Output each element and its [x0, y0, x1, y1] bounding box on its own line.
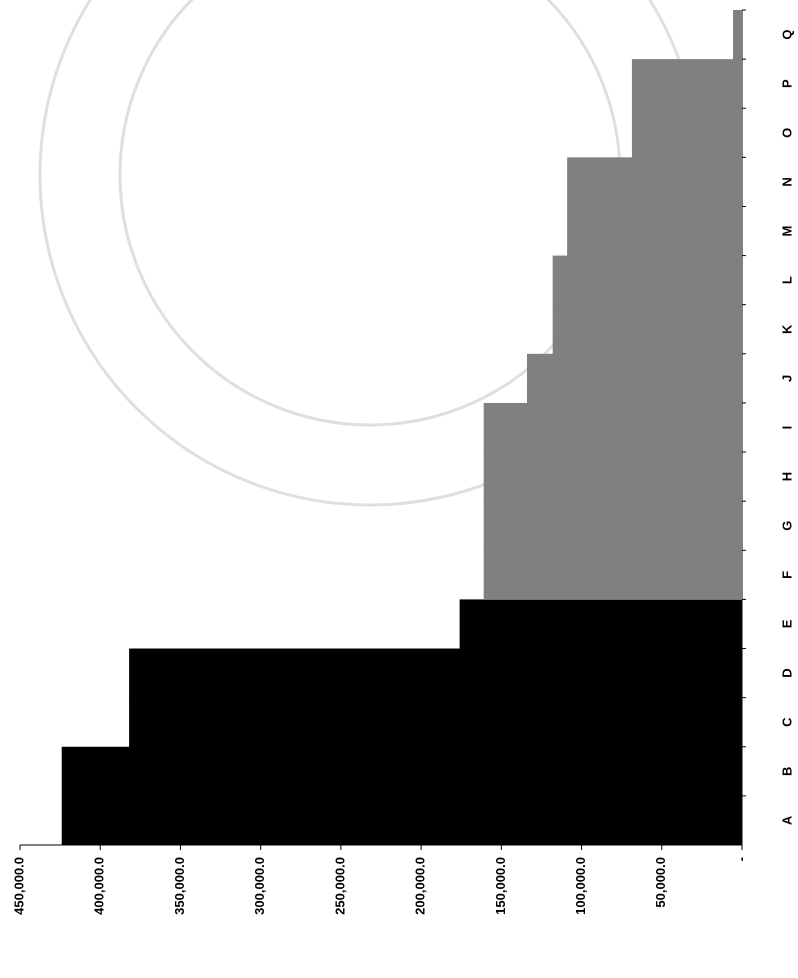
x-tick-label: 350,000.0 [172, 857, 187, 915]
x-tick-label: 450,000.0 [11, 857, 26, 915]
bar [61, 746, 742, 797]
x-tick-label: 400,000.0 [92, 857, 107, 915]
bar [631, 59, 742, 109]
bar [129, 697, 742, 748]
bar [459, 599, 742, 650]
x-tick-label: 300,000.0 [252, 857, 267, 915]
y-tick-label: B [779, 767, 794, 776]
bar [567, 157, 742, 207]
y-tick-label: H [779, 472, 794, 481]
x-tick-label: 150,000.0 [493, 857, 508, 915]
bar [483, 452, 742, 502]
y-tick-label: D [779, 668, 794, 677]
bar [567, 206, 742, 257]
bar [483, 550, 742, 600]
y-tick-label: O [779, 128, 794, 138]
x-tick-label: - [733, 857, 748, 861]
bar [631, 108, 742, 158]
x-tick-label: 200,000.0 [413, 857, 428, 915]
y-tick-label: I [779, 426, 794, 430]
bar [483, 402, 742, 453]
y-tick-label: P [779, 79, 794, 88]
y-tick-label: Q [779, 29, 794, 39]
x-tick-label: 100,000.0 [573, 857, 588, 915]
x-tick-label: 50,000.0 [653, 857, 668, 908]
y-tick-label: L [779, 276, 794, 284]
y-tick-label: F [779, 571, 794, 579]
y-tick-label: J [779, 375, 794, 382]
y-tick-label: M [779, 226, 794, 237]
x-tick-label: 250,000.0 [332, 857, 347, 915]
y-tick-label: N [779, 177, 794, 186]
bar [733, 10, 742, 60]
bar [552, 304, 742, 355]
bar [527, 353, 742, 404]
bar [552, 255, 742, 306]
y-tick-label: A [779, 815, 794, 825]
bar [129, 648, 742, 699]
bar [61, 795, 742, 846]
bar [483, 501, 742, 551]
y-tick-label: C [779, 717, 794, 727]
y-tick-label: G [779, 521, 794, 531]
y-tick-label: E [779, 619, 794, 628]
y-tick-label: K [779, 324, 794, 334]
